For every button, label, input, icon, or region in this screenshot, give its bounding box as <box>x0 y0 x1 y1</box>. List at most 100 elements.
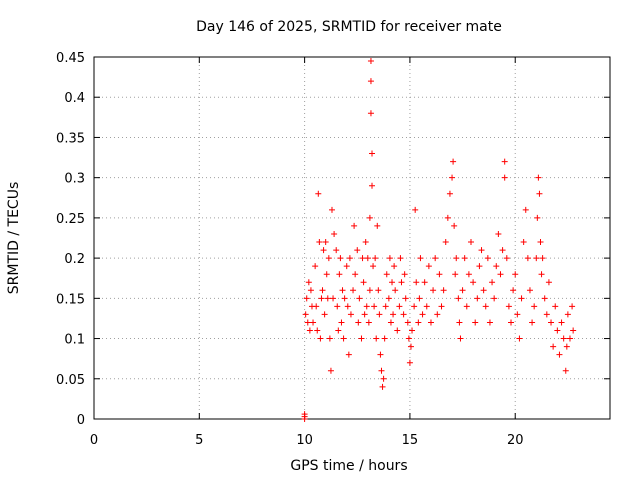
data-point <box>306 327 313 334</box>
data-point <box>361 311 368 318</box>
data-point <box>453 255 460 262</box>
data-point <box>425 263 432 270</box>
data-point <box>495 230 502 237</box>
data-point <box>569 303 576 310</box>
data-point <box>362 239 369 246</box>
data-point <box>325 255 332 262</box>
data-point <box>327 367 334 374</box>
data-point <box>535 174 542 181</box>
data-point <box>476 263 483 270</box>
data-point <box>442 239 449 246</box>
axis-ticks: 0 0.05 0.1 0.15 0.2 0.25 0.3 0.35 0.4 0.45 0 5 10 15 2… <box>56 51 610 448</box>
data-point <box>360 279 367 286</box>
data-point <box>564 311 571 318</box>
data-point <box>451 222 458 229</box>
data-point <box>529 319 536 326</box>
data-point <box>380 375 387 382</box>
data-point <box>499 247 506 254</box>
data-point <box>417 255 424 262</box>
data-point <box>315 190 322 197</box>
data-point <box>350 287 357 294</box>
data-point <box>301 411 308 418</box>
data-point <box>394 327 401 334</box>
data-point <box>505 303 512 310</box>
data-point <box>331 230 338 237</box>
data-point <box>379 383 386 390</box>
data-point <box>365 319 372 326</box>
data-point <box>381 335 388 342</box>
data-point <box>450 158 457 165</box>
data-point <box>522 206 529 213</box>
data-point <box>355 319 362 326</box>
data-point <box>343 263 350 270</box>
data-point <box>307 287 314 294</box>
data-point <box>493 263 500 270</box>
data-point <box>312 263 319 270</box>
data-point <box>352 271 359 278</box>
data-point <box>323 271 330 278</box>
data-point <box>346 255 353 262</box>
data-point <box>536 190 543 197</box>
data-point <box>512 271 519 278</box>
data-point <box>397 255 404 262</box>
data-point <box>543 311 550 318</box>
data-points <box>301 58 577 422</box>
data-point <box>370 263 377 270</box>
data-point <box>438 303 445 310</box>
data-point <box>503 255 510 262</box>
y-tick-label: 0.15 <box>56 292 85 307</box>
data-point <box>533 255 540 262</box>
x-axis-label: GPS time / hours <box>290 458 407 474</box>
data-point <box>366 214 373 221</box>
data-point <box>347 311 354 318</box>
data-point <box>436 271 443 278</box>
data-point <box>491 295 498 302</box>
data-point <box>336 271 343 278</box>
data-point <box>372 255 379 262</box>
data-point <box>566 335 573 342</box>
data-point <box>374 222 381 229</box>
data-point <box>344 303 351 310</box>
data-point <box>489 279 496 286</box>
data-point <box>421 279 428 286</box>
data-point <box>328 206 335 213</box>
y-tick-label: 0.1 <box>64 333 85 348</box>
data-point <box>392 287 399 294</box>
data-point <box>459 287 466 294</box>
data-point <box>501 174 508 181</box>
data-point <box>391 263 398 270</box>
data-point <box>446 190 453 197</box>
data-point <box>326 335 333 342</box>
data-point <box>366 287 373 294</box>
data-point <box>405 335 412 342</box>
data-point <box>510 287 517 294</box>
data-point <box>440 287 447 294</box>
data-point <box>534 214 541 221</box>
x-tick-label: 10 <box>296 433 313 448</box>
data-point <box>457 335 464 342</box>
data-point <box>456 319 463 326</box>
data-point <box>335 327 342 334</box>
data-point <box>340 335 347 342</box>
data-point <box>304 319 311 326</box>
data-point <box>402 295 409 302</box>
data-point <box>401 271 408 278</box>
data-point <box>411 303 418 310</box>
data-point <box>319 287 326 294</box>
data-point <box>478 247 485 254</box>
data-point <box>463 303 470 310</box>
data-point <box>554 327 561 334</box>
data-point <box>518 295 525 302</box>
data-point <box>413 279 420 286</box>
data-point <box>545 279 552 286</box>
data-point <box>412 206 419 213</box>
data-point <box>303 295 310 302</box>
y-axis-label: SRMTID / TECUs <box>6 182 22 295</box>
data-point <box>333 247 340 254</box>
x-tick-label: 15 <box>402 433 419 448</box>
y-tick-label: 0.4 <box>64 91 85 106</box>
data-point <box>351 222 358 229</box>
data-point <box>318 295 325 302</box>
data-point <box>455 295 462 302</box>
